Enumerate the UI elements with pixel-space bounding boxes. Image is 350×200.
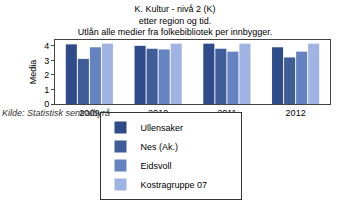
svg-text:Ullensaker: Ullensaker <box>141 123 184 133</box>
svg-text:Nes (Ak.): Nes (Ak.) <box>141 142 179 152</box>
svg-text:Kilde: Statistisk sentralbyrå: Kilde: Statistisk sentralbyrå <box>2 108 110 118</box>
svg-text:4: 4 <box>44 41 49 51</box>
svg-text:1: 1 <box>44 85 49 95</box>
svg-text:Media: Media <box>28 60 38 85</box>
svg-text:K. Kultur - nivå 2 (K)etter re: K. Kultur - nivå 2 (K)etter region og ti… <box>78 4 273 37</box>
svg-text:Eidsvoll: Eidsvoll <box>141 161 172 171</box>
svg-text:Kostragruppe 07: Kostragruppe 07 <box>141 180 208 190</box>
svg-text:2012: 2012 <box>286 108 306 118</box>
svg-text:2009: 2009 <box>79 108 99 118</box>
svg-text:2: 2 <box>44 70 49 80</box>
svg-text:3: 3 <box>44 56 49 66</box>
svg-text:0: 0 <box>44 99 49 109</box>
